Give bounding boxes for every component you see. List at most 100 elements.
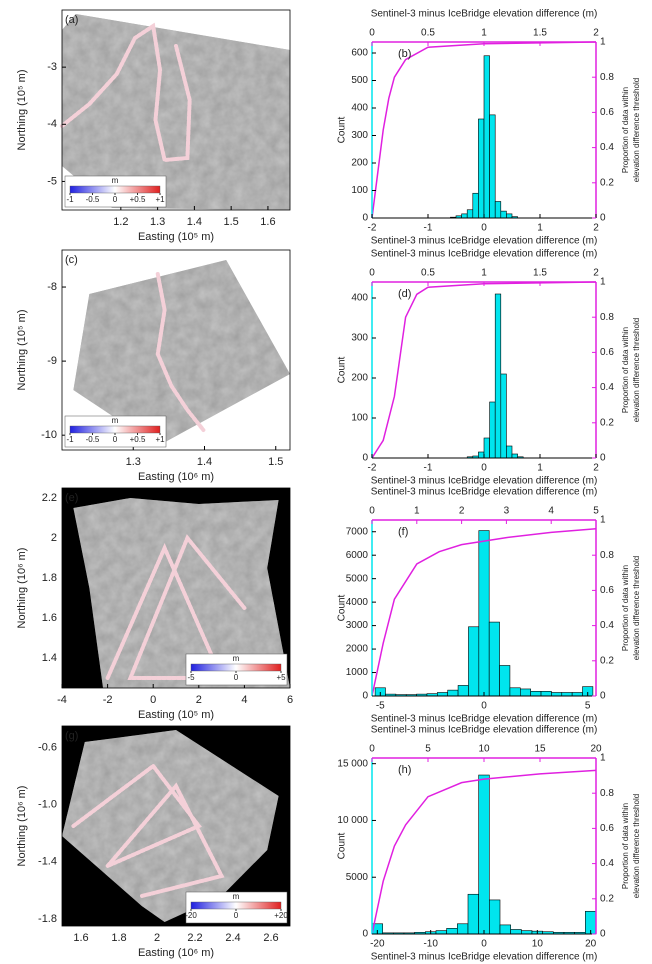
x-tick-label: -2 — [103, 694, 113, 706]
x-tick-label: 0 — [481, 463, 487, 474]
x-tick-label: 10 — [532, 939, 544, 950]
x2-tick-label: 0 — [369, 268, 375, 279]
y2-tick-label: 0.4 — [600, 620, 614, 631]
x-tick-label: 1.2 — [113, 216, 128, 228]
histogram-bar — [494, 293, 502, 459]
colorbar-tick-label: -20 — [185, 911, 197, 920]
y-tick-label: 7000 — [346, 526, 369, 537]
colorbar-tick-label: 0 — [113, 195, 118, 204]
plot-frame — [61, 725, 291, 927]
histogram-bar — [447, 689, 459, 697]
x2-tick-label: 2 — [593, 28, 599, 39]
x-axis-label: Sentinel-3 minus IceBridge elevation dif… — [371, 952, 598, 963]
y2-tick-label: 0.2 — [600, 177, 614, 188]
x2-tick-label: 0.5 — [421, 28, 435, 39]
colorbar-tick-label: +1 — [155, 435, 165, 444]
panel-label: (d) — [398, 288, 411, 300]
y-tick-label: 600 — [351, 48, 368, 59]
y2-tick-label: 0 — [600, 453, 606, 464]
histogram-bar — [466, 209, 474, 219]
x2-tick-label: 10 — [478, 744, 490, 755]
x-tick-label: 1.6 — [73, 932, 88, 944]
x-tick-label: 1.5 — [268, 456, 283, 468]
x-axis-label: Easting (10⁶ m) — [138, 947, 214, 959]
y-axis-label: Northing (10⁶ m) — [16, 786, 28, 867]
y2-axis-label: elevation difference threshold — [632, 78, 641, 182]
histogram-bar — [478, 530, 490, 697]
histogram-bar — [506, 213, 513, 219]
y-axis-label: Count — [337, 356, 348, 383]
x2-tick-label: 0 — [369, 28, 375, 39]
x2-axis-label: Sentinel-3 minus IceBridge elevation dif… — [371, 9, 598, 20]
histogram-bar — [509, 687, 521, 697]
x2-axis-label: Sentinel-3 minus IceBridge elevation dif… — [371, 725, 598, 736]
x-tick-label: -5 — [376, 701, 385, 712]
x-tick-label: 2 — [154, 932, 160, 944]
x-tick-label: 0 — [150, 694, 156, 706]
histogram-bar — [446, 928, 458, 935]
histogram-bar — [499, 665, 511, 697]
x2-tick-label: 20 — [590, 744, 602, 755]
x-axis-label: Sentinel-3 minus IceBridge elevation dif… — [371, 476, 598, 487]
y-tick-label: 200 — [351, 373, 368, 384]
x2-tick-label: 5 — [593, 506, 599, 517]
x-tick-label: 0 — [481, 223, 487, 234]
colorbar — [190, 663, 282, 672]
y-tick-label: 5000 — [346, 573, 369, 584]
y-tick-label: 100 — [351, 185, 368, 196]
histogram-bar — [506, 445, 513, 459]
x-tick-label: 2.2 — [187, 932, 202, 944]
histogram-bar — [483, 437, 490, 459]
image-texture — [73, 498, 291, 688]
colorbar-tick-label: +20 — [274, 911, 288, 920]
y2-tick-label: 0 — [600, 929, 606, 940]
x-tick-label: 4 — [241, 694, 247, 706]
histogram-bar — [519, 688, 531, 697]
x2-tick-label: 2 — [593, 268, 599, 279]
y-tick-label: 15 000 — [337, 758, 368, 769]
histogram-bar — [510, 929, 522, 935]
x-axis-label: Sentinel-3 minus IceBridge elevation dif… — [371, 236, 598, 247]
y-tick-label: 5000 — [346, 872, 369, 883]
y2-tick-label: 1 — [600, 515, 606, 526]
x-tick-label: 2 — [593, 463, 599, 474]
x-tick-label: 1.8 — [111, 932, 126, 944]
y-tick-label: 500 — [351, 75, 368, 86]
y-axis-label: Northing (10⁵ m) — [16, 310, 28, 391]
plot-frame — [61, 487, 291, 689]
colorbar-tick-label: -1 — [66, 435, 74, 444]
y2-axis-label: elevation difference threshold — [632, 794, 641, 898]
panel-label: (e) — [65, 492, 78, 504]
x-tick-label: 6 — [287, 694, 293, 706]
y2-tick-label: 0.2 — [600, 655, 614, 666]
colorbar — [69, 425, 161, 434]
panel-label: (a) — [65, 14, 78, 26]
histogram-bar — [561, 692, 573, 697]
y2-tick-label: 1 — [600, 277, 606, 288]
x2-tick-label: 5 — [425, 744, 431, 755]
y-tick-label: 0 — [362, 929, 368, 940]
y-tick-label: 300 — [351, 333, 368, 344]
x-tick-label: 0 — [481, 939, 487, 950]
x-tick-label: -10 — [423, 939, 438, 950]
y-tick-label: 10 000 — [337, 815, 368, 826]
histogram-bar — [457, 685, 469, 697]
histogram-bar — [489, 114, 496, 219]
y2-axis-label: Proportion of data within — [621, 565, 630, 651]
x-tick-label: -1 — [424, 463, 433, 474]
survey-track — [60, 22, 192, 163]
survey-track — [155, 272, 206, 432]
y-tick-label: 1.4 — [42, 652, 57, 664]
x-tick-label: 1.6 — [260, 216, 275, 228]
x2-tick-label: 2 — [459, 506, 465, 517]
colorbar-tick-label: +0.5 — [130, 195, 146, 204]
histogram-bar — [468, 626, 480, 697]
y-tick-label: 2 — [51, 532, 57, 544]
histogram-bar — [489, 899, 501, 935]
colorbar-tick-label: +5 — [276, 673, 286, 682]
x-tick-label: 1 — [537, 223, 543, 234]
y-tick-label: -3 — [47, 61, 57, 73]
image-texture — [62, 730, 279, 922]
panel-label: (c) — [65, 254, 78, 266]
cumulative-curve — [371, 769, 597, 935]
